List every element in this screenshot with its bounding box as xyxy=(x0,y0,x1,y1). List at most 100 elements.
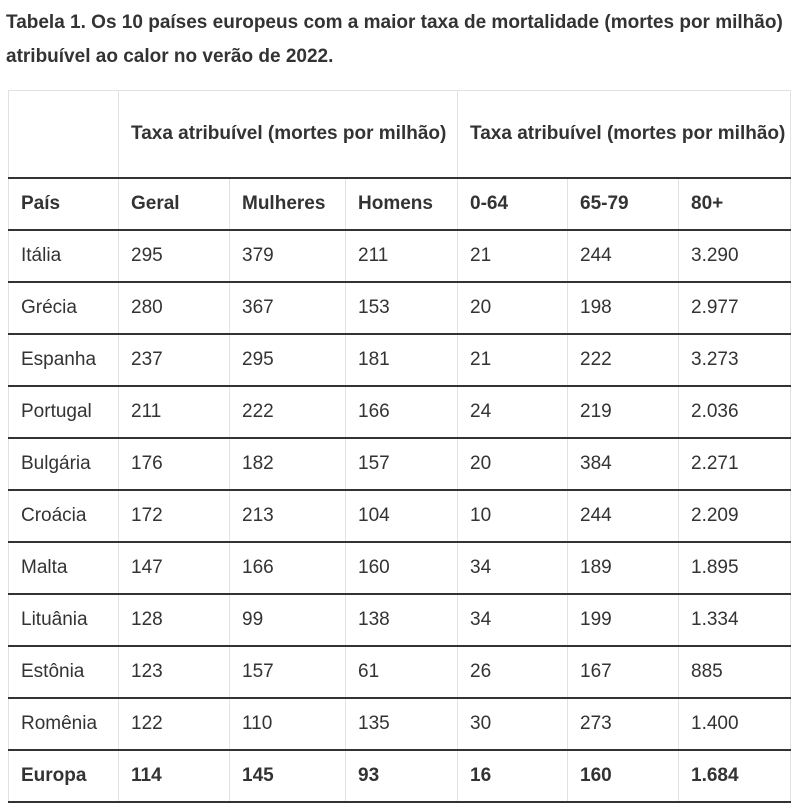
total-country-cell: Europa xyxy=(8,749,119,803)
age-65-79-cell: 222 xyxy=(567,333,680,387)
age-80-plus-cell: 3.273 xyxy=(678,333,792,387)
men-cell: 135 xyxy=(344,697,459,751)
age-80-plus-cell: 2.036 xyxy=(678,385,792,439)
table-row: Malta 147 166 160 34 189 1.895 xyxy=(8,541,792,595)
country-cell: Estônia xyxy=(8,645,119,699)
total-age-0-64-cell: 16 xyxy=(457,749,569,803)
age-0-64-cell: 24 xyxy=(457,385,569,439)
country-cell: Malta xyxy=(8,541,119,595)
country-cell: Bulgária xyxy=(8,437,119,491)
country-cell: Espanha xyxy=(8,333,119,387)
age-65-79-cell: 273 xyxy=(567,697,680,751)
table-row: Bulgária 176 182 157 20 384 2.271 xyxy=(8,437,792,491)
age-0-64-cell: 20 xyxy=(457,281,569,335)
age-0-64-cell: 26 xyxy=(457,645,569,699)
table-row: Croácia 172 213 104 10 244 2.209 xyxy=(8,489,792,543)
total-age-80-plus-cell: 1.684 xyxy=(678,749,792,803)
column-header-age-65-79: 65-79 xyxy=(567,177,680,231)
women-cell: 157 xyxy=(229,645,346,699)
men-cell: 181 xyxy=(344,333,459,387)
column-header-men: Homens xyxy=(344,177,459,231)
group-header-by-age: Taxa atribuível (mortes por milhão) xyxy=(457,90,792,179)
total-overall-cell: 114 xyxy=(118,749,230,803)
total-men-cell: 93 xyxy=(344,749,459,803)
age-0-64-cell: 21 xyxy=(457,229,569,283)
column-header-age-80-plus: 80+ xyxy=(678,177,792,231)
overall-cell: 122 xyxy=(118,697,230,751)
women-cell: 213 xyxy=(229,489,346,543)
women-cell: 182 xyxy=(229,437,346,491)
age-65-79-cell: 244 xyxy=(567,489,680,543)
country-cell: Portugal xyxy=(8,385,119,439)
table-row: Espanha 237 295 181 21 222 3.273 xyxy=(8,333,792,387)
men-cell: 157 xyxy=(344,437,459,491)
age-65-79-cell: 198 xyxy=(567,281,680,335)
table-row: Romênia 122 110 135 30 273 1.400 xyxy=(8,697,792,751)
age-80-plus-cell: 1.400 xyxy=(678,697,792,751)
men-cell: 166 xyxy=(344,385,459,439)
men-cell: 211 xyxy=(344,229,459,283)
age-0-64-cell: 10 xyxy=(457,489,569,543)
age-0-64-cell: 30 xyxy=(457,697,569,751)
age-65-79-cell: 384 xyxy=(567,437,680,491)
table-row: Lituânia 128 99 138 34 199 1.334 xyxy=(8,593,792,647)
overall-cell: 123 xyxy=(118,645,230,699)
women-cell: 110 xyxy=(229,697,346,751)
age-80-plus-cell: 885 xyxy=(678,645,792,699)
overall-cell: 128 xyxy=(118,593,230,647)
overall-cell: 295 xyxy=(118,229,230,283)
overall-cell: 280 xyxy=(118,281,230,335)
group-header-empty xyxy=(8,90,119,179)
country-cell: Grécia xyxy=(8,281,119,335)
column-header-overall: Geral xyxy=(118,177,230,231)
overall-cell: 176 xyxy=(118,437,230,491)
country-cell: Romênia xyxy=(8,697,119,751)
women-cell: 166 xyxy=(229,541,346,595)
column-header-country: País xyxy=(8,177,119,231)
age-80-plus-cell: 1.334 xyxy=(678,593,792,647)
group-header-row: Taxa atribuível (mortes por milhão) Taxa… xyxy=(8,90,792,179)
total-row: Europa 114 145 93 16 160 1.684 xyxy=(8,749,792,803)
table-caption: Tabela 1. Os 10 países europeus com a ma… xyxy=(6,12,783,67)
table-row: Grécia 280 367 153 20 198 2.977 xyxy=(8,281,792,335)
mortality-table: Taxa atribuível (mortes por milhão) Taxa… xyxy=(8,90,792,803)
women-cell: 99 xyxy=(229,593,346,647)
age-0-64-cell: 20 xyxy=(457,437,569,491)
total-women-cell: 145 xyxy=(229,749,346,803)
age-80-plus-cell: 2.209 xyxy=(678,489,792,543)
age-80-plus-cell: 2.977 xyxy=(678,281,792,335)
overall-cell: 147 xyxy=(118,541,230,595)
overall-cell: 237 xyxy=(118,333,230,387)
age-80-plus-cell: 3.290 xyxy=(678,229,792,283)
men-cell: 153 xyxy=(344,281,459,335)
women-cell: 222 xyxy=(229,385,346,439)
age-0-64-cell: 34 xyxy=(457,541,569,595)
men-cell: 61 xyxy=(344,645,459,699)
group-header-by-sex: Taxa atribuível (mortes por milhão) xyxy=(117,90,459,179)
country-cell: Lituânia xyxy=(8,593,119,647)
age-65-79-cell: 219 xyxy=(567,385,680,439)
age-65-79-cell: 189 xyxy=(567,541,680,595)
age-0-64-cell: 34 xyxy=(457,593,569,647)
column-header-age-0-64: 0-64 xyxy=(457,177,569,231)
age-65-79-cell: 167 xyxy=(567,645,680,699)
country-cell: Croácia xyxy=(8,489,119,543)
overall-cell: 211 xyxy=(118,385,230,439)
women-cell: 295 xyxy=(229,333,346,387)
women-cell: 379 xyxy=(229,229,346,283)
total-age-65-79-cell: 160 xyxy=(567,749,680,803)
overall-cell: 172 xyxy=(118,489,230,543)
table-row: Estônia 123 157 61 26 167 885 xyxy=(8,645,792,699)
age-65-79-cell: 199 xyxy=(567,593,680,647)
column-header-women: Mulheres xyxy=(229,177,346,231)
age-65-79-cell: 244 xyxy=(567,229,680,283)
column-header-row: País Geral Mulheres Homens 0-64 65-79 80… xyxy=(8,177,792,231)
table-row: Itália 295 379 211 21 244 3.290 xyxy=(8,229,792,283)
age-0-64-cell: 21 xyxy=(457,333,569,387)
men-cell: 160 xyxy=(344,541,459,595)
country-cell: Itália xyxy=(8,229,119,283)
age-80-plus-cell: 1.895 xyxy=(678,541,792,595)
table-row: Portugal 211 222 166 24 219 2.036 xyxy=(8,385,792,439)
men-cell: 104 xyxy=(344,489,459,543)
women-cell: 367 xyxy=(229,281,346,335)
